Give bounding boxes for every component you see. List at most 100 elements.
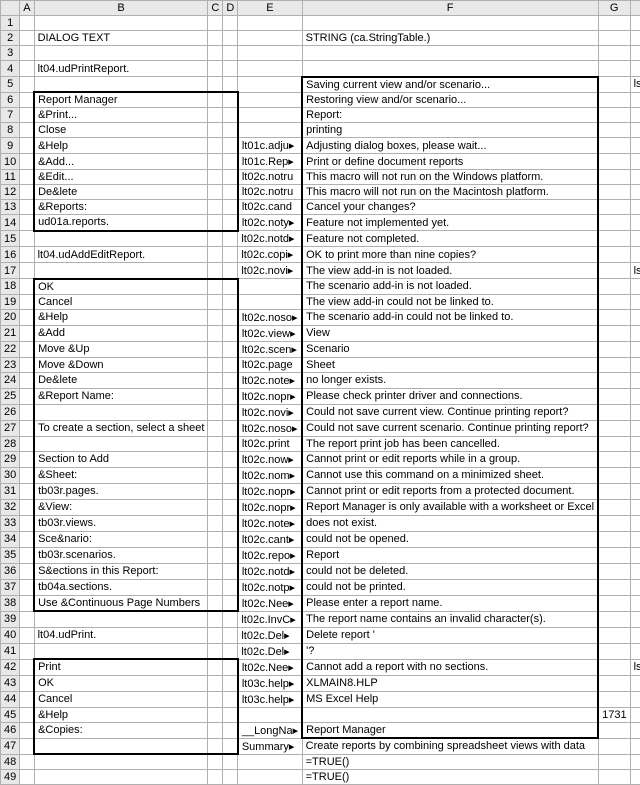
- cell[interactable]: [630, 769, 640, 784]
- cell[interactable]: [20, 467, 34, 483]
- row-header[interactable]: 21: [1, 325, 20, 341]
- cell[interactable]: [20, 754, 34, 769]
- cell[interactable]: STRING (ca.StringTable.): [302, 31, 598, 46]
- cell[interactable]: [238, 294, 302, 309]
- cell[interactable]: Use &Continuous Page Numbers: [34, 595, 208, 611]
- cell[interactable]: [598, 611, 630, 627]
- col-header[interactable]: G: [598, 1, 630, 16]
- cell[interactable]: [223, 627, 238, 643]
- cell[interactable]: [630, 154, 640, 170]
- cell[interactable]: [223, 467, 238, 483]
- row-header[interactable]: 3: [1, 46, 20, 61]
- cell[interactable]: [20, 16, 34, 31]
- cell[interactable]: OK: [34, 279, 208, 295]
- row-header[interactable]: 2: [1, 31, 20, 46]
- cell[interactable]: [20, 170, 34, 185]
- cell[interactable]: [20, 483, 34, 499]
- cell[interactable]: [223, 170, 238, 185]
- cell[interactable]: [223, 483, 238, 499]
- cell[interactable]: Cannot print or edit reports while in a …: [302, 451, 598, 467]
- cell[interactable]: [630, 499, 640, 515]
- cell[interactable]: [208, 420, 223, 436]
- cell[interactable]: [630, 16, 640, 31]
- cell[interactable]: Could not save current scenario. Continu…: [302, 420, 598, 436]
- cell[interactable]: [630, 231, 640, 247]
- cell[interactable]: [223, 738, 238, 754]
- cell[interactable]: lt02c.cand: [238, 200, 302, 215]
- cell[interactable]: [630, 31, 640, 46]
- row[interactable]: 37tb04a.sections.lt02c.notp▸could not be…: [1, 579, 640, 595]
- row[interactable]: 6Report ManagerRestoring view and/or sce…: [1, 92, 640, 108]
- cell[interactable]: [598, 754, 630, 769]
- cell[interactable]: [223, 643, 238, 659]
- row[interactable]: 8Closeprinting####80: [1, 123, 640, 138]
- cell[interactable]: [208, 263, 223, 279]
- cell[interactable]: [223, 231, 238, 247]
- cell[interactable]: [208, 215, 223, 231]
- row[interactable]: 47Summary▸Create reports by combining sp…: [1, 738, 640, 754]
- cell[interactable]: [630, 247, 640, 263]
- cell[interactable]: [223, 531, 238, 547]
- cell[interactable]: [223, 499, 238, 515]
- cell[interactable]: The scenario add-in could not be linked …: [302, 309, 598, 325]
- cell[interactable]: no longer exists.: [302, 372, 598, 388]
- cell[interactable]: [20, 61, 34, 77]
- row[interactable]: 15lt02c.notd▸Feature not completed.: [1, 231, 640, 247]
- cell[interactable]: ls01.Print.: [630, 659, 640, 675]
- cell[interactable]: lt04.udPrint.: [34, 627, 208, 643]
- cell[interactable]: [20, 643, 34, 659]
- cell[interactable]: lt02c.Del▸: [238, 643, 302, 659]
- cell[interactable]: =TRUE(): [302, 754, 598, 769]
- cell[interactable]: Cancel your changes?: [302, 200, 598, 215]
- cell[interactable]: [238, 61, 302, 77]
- cell[interactable]: Print or define document reports: [302, 154, 598, 170]
- row[interactable]: 39lt02c.InvC▸The report name contains an…: [1, 611, 640, 627]
- cell[interactable]: [20, 123, 34, 138]
- col-header[interactable]: E: [238, 1, 302, 16]
- cell[interactable]: tb03r.views.: [34, 515, 208, 531]
- cell[interactable]: [20, 451, 34, 467]
- cell[interactable]: Move &Up: [34, 341, 208, 357]
- cell[interactable]: [630, 563, 640, 579]
- cell[interactable]: Feature not implemented yet.: [302, 215, 598, 231]
- cell[interactable]: lt02c.nopr▸: [238, 388, 302, 404]
- cell[interactable]: [208, 341, 223, 357]
- cell[interactable]: [20, 420, 34, 436]
- cell[interactable]: [630, 372, 640, 388]
- cell[interactable]: [208, 279, 223, 295]
- cell[interactable]: [630, 643, 640, 659]
- cell[interactable]: [208, 722, 223, 738]
- cell[interactable]: [20, 31, 34, 46]
- cell[interactable]: [223, 77, 238, 93]
- row[interactable]: 22Move &Uplt02c.scen▸Scenario####95: [1, 341, 640, 357]
- cell[interactable]: lt02c.InvC▸: [238, 611, 302, 627]
- cell[interactable]: Adjusting dialog boxes, please wait...: [302, 138, 598, 154]
- cell[interactable]: [598, 215, 630, 231]
- row[interactable]: 2DIALOG TEXTSTRING (ca.StringTable.)XY: [1, 31, 640, 46]
- cell[interactable]: [20, 46, 34, 61]
- row[interactable]: 3: [1, 46, 640, 61]
- row-header[interactable]: 27: [1, 420, 20, 436]
- cell[interactable]: [630, 325, 640, 341]
- cell[interactable]: [223, 659, 238, 675]
- cell[interactable]: Sheet: [302, 357, 598, 372]
- cell[interactable]: [208, 436, 223, 451]
- cell[interactable]: [223, 579, 238, 595]
- cell[interactable]: [20, 372, 34, 388]
- row[interactable]: 4lt04.udPrintReport.M▸3: [1, 61, 640, 77]
- row[interactable]: 7&Print...Report:##4080: [1, 108, 640, 123]
- cell[interactable]: [598, 722, 630, 738]
- cell[interactable]: [630, 451, 640, 467]
- cell[interactable]: [630, 675, 640, 691]
- cell[interactable]: [223, 515, 238, 531]
- cell[interactable]: Report: [302, 547, 598, 563]
- cell[interactable]: [223, 722, 238, 738]
- cell[interactable]: [598, 294, 630, 309]
- cell[interactable]: MS Excel Help: [302, 691, 598, 707]
- cell[interactable]: [238, 16, 302, 31]
- cell[interactable]: [598, 170, 630, 185]
- cell[interactable]: [223, 769, 238, 784]
- row-header[interactable]: 34: [1, 531, 20, 547]
- cell[interactable]: [630, 138, 640, 154]
- cell[interactable]: lt02c.Nee▸: [238, 595, 302, 611]
